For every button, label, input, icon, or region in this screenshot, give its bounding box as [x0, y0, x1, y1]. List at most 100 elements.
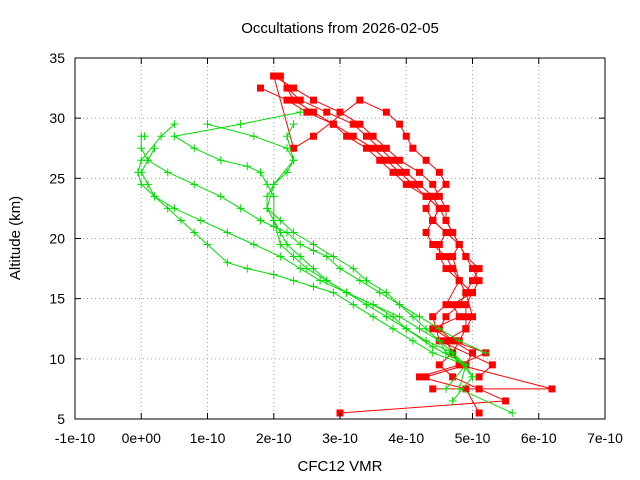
data-point [389, 168, 397, 176]
data-point [150, 192, 159, 201]
data-point [283, 240, 291, 249]
series-layer [133, 72, 556, 417]
data-point [428, 342, 437, 351]
data-point [395, 300, 404, 309]
data-point [343, 132, 351, 140]
data-point [435, 168, 443, 176]
data-point [461, 360, 470, 369]
data-point [429, 180, 437, 188]
data-point [289, 120, 298, 129]
data-point [256, 216, 265, 225]
x-tick-label: 0e+00 [122, 430, 162, 446]
data-point [190, 180, 199, 189]
data-point [276, 72, 284, 80]
data-point [382, 108, 390, 116]
data-point [508, 408, 517, 417]
data-point [442, 180, 450, 188]
data-point [475, 409, 483, 417]
data-point [137, 168, 146, 177]
data-point [263, 204, 272, 213]
data-point [435, 324, 444, 333]
series-line [173, 111, 473, 378]
series-green-2 [133, 120, 477, 405]
data-point [382, 156, 390, 164]
data-point [469, 313, 476, 321]
y-tick-label: 5 [57, 411, 65, 427]
y-tick-label: 20 [49, 231, 65, 247]
data-point [150, 144, 159, 153]
data-point [257, 84, 264, 92]
data-point [396, 156, 404, 164]
series-green-1 [137, 132, 517, 417]
series-red-5 [270, 72, 496, 381]
data-point [362, 300, 371, 309]
x-tick-label: 6e-10 [521, 430, 557, 446]
data-point [502, 397, 510, 405]
data-point [289, 156, 298, 165]
data-point [449, 253, 457, 261]
data-point [256, 168, 265, 177]
data-point [455, 277, 463, 285]
y-tick-label: 10 [49, 351, 65, 367]
series-line [273, 75, 506, 414]
data-point [336, 108, 344, 116]
data-point [382, 312, 391, 321]
data-point [409, 144, 417, 152]
y-tick-label: 35 [49, 50, 65, 66]
data-point [435, 241, 443, 249]
data-point [329, 120, 337, 128]
data-point [416, 180, 423, 188]
data-point [296, 96, 304, 104]
data-point [449, 228, 457, 236]
data-point [190, 144, 199, 153]
data-point [435, 204, 443, 212]
data-point [369, 132, 377, 140]
data-point [448, 348, 457, 357]
x-tick-label: 1e-10 [190, 430, 226, 446]
data-point [283, 144, 291, 153]
data-point [310, 108, 317, 116]
x-tick-label: 5e-10 [455, 430, 491, 446]
data-point [323, 108, 331, 116]
data-point [389, 156, 397, 164]
data-point [469, 349, 476, 357]
y-tick-label: 25 [49, 170, 65, 186]
x-tick-label: 3e-10 [322, 430, 358, 446]
data-point [349, 132, 357, 140]
data-point [369, 312, 378, 321]
data-point [269, 270, 278, 279]
data-point [190, 228, 199, 237]
data-point [369, 144, 377, 152]
data-point [296, 240, 305, 249]
data-point [402, 132, 410, 140]
data-point [462, 253, 470, 261]
data-point [422, 373, 430, 381]
data-point [469, 277, 476, 285]
data-point [376, 144, 384, 152]
data-point [455, 301, 463, 309]
data-point [140, 132, 149, 141]
data-point [322, 276, 331, 285]
data-point [435, 361, 443, 369]
data-point [143, 180, 152, 189]
data-point [409, 180, 417, 188]
data-point [481, 348, 490, 357]
data-point [462, 289, 470, 297]
data-point [289, 276, 298, 285]
data-point [422, 156, 430, 164]
data-point [422, 204, 430, 212]
data-point [429, 216, 437, 224]
data-point [296, 252, 305, 261]
data-point [163, 204, 172, 213]
data-point [416, 373, 423, 381]
data-point [422, 228, 430, 236]
data-point [442, 216, 450, 224]
data-point [442, 204, 450, 212]
data-point [137, 144, 146, 153]
data-point [382, 288, 391, 297]
x-tick-label: 7e-10 [587, 430, 623, 446]
data-point [475, 277, 483, 285]
data-point [429, 313, 437, 321]
data-point [455, 313, 463, 321]
data-point [548, 385, 556, 393]
